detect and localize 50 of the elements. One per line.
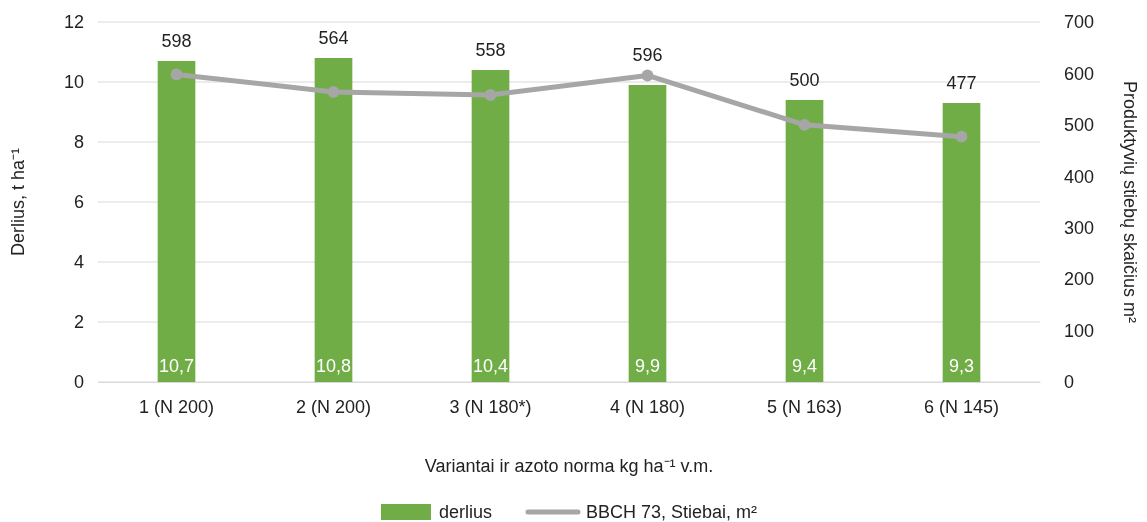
x-tick-label: 5 (N 163) — [766, 396, 843, 417]
point — [327, 86, 340, 98]
y2-tick-label: 700 — [1064, 12, 1095, 33]
data-label: 10,7 — [158, 356, 195, 376]
data-label: 10,8 — [315, 356, 352, 376]
x-tick-label: 1 (N 200) — [138, 396, 215, 417]
data-label: 9,4 — [791, 356, 818, 376]
data-label: 9,3 — [948, 356, 975, 376]
point — [170, 68, 183, 81]
data-label: 598 — [161, 31, 192, 51]
point — [484, 89, 497, 101]
data-label: 500 — [789, 70, 820, 90]
y2-tick-label: 100 — [1064, 320, 1095, 341]
y2-tick-label: 600 — [1064, 63, 1095, 84]
y2-tick-label: 0 — [1064, 372, 1075, 393]
y-axis-title: Derlius, t ha⁻¹ — [8, 147, 28, 257]
data-label: 477 — [946, 73, 977, 93]
y-tick-label: 8 — [73, 132, 84, 153]
y-tick-label: 0 — [73, 372, 84, 393]
x-tick-label: 2 (N 200) — [295, 396, 372, 417]
data-label: 564 — [318, 28, 349, 48]
bar — [157, 61, 196, 382]
legend-label: BBCH 73, Stiebai, m² — [585, 502, 758, 522]
x-axis-title: Variantai ir azoto norma kg ha⁻¹ v.m. — [424, 456, 714, 476]
bar — [628, 85, 667, 382]
bar — [942, 103, 981, 382]
point — [955, 130, 968, 143]
data-label: 558 — [475, 40, 506, 60]
data-label: 9,9 — [634, 356, 661, 376]
data-label: 10,4 — [472, 356, 509, 376]
x-tick-label: 6 (N 145) — [923, 396, 1000, 417]
y2-tick-label: 400 — [1064, 166, 1095, 187]
x-tick-label: 3 (N 180*) — [449, 396, 532, 417]
y2-tick-label: 300 — [1064, 217, 1095, 238]
bar — [785, 100, 824, 382]
y2-axis-title: Produktyvių stiebų skaičius m² — [1120, 80, 1140, 324]
y-tick-label: 12 — [63, 12, 84, 33]
y-tick-label: 2 — [73, 312, 84, 333]
point — [641, 69, 654, 82]
bar — [314, 58, 353, 382]
x-tick-label: 4 (N 180) — [609, 396, 686, 417]
y2-tick-label: 200 — [1064, 269, 1095, 290]
bar — [471, 70, 510, 382]
point — [798, 118, 811, 131]
y-tick-label: 4 — [73, 252, 84, 273]
legend-label: derlius — [438, 502, 492, 522]
y-tick-label: 6 — [73, 192, 84, 213]
y2-tick-label: 500 — [1064, 115, 1095, 136]
y-tick-label: 10 — [63, 72, 84, 93]
data-label: 596 — [632, 45, 663, 66]
